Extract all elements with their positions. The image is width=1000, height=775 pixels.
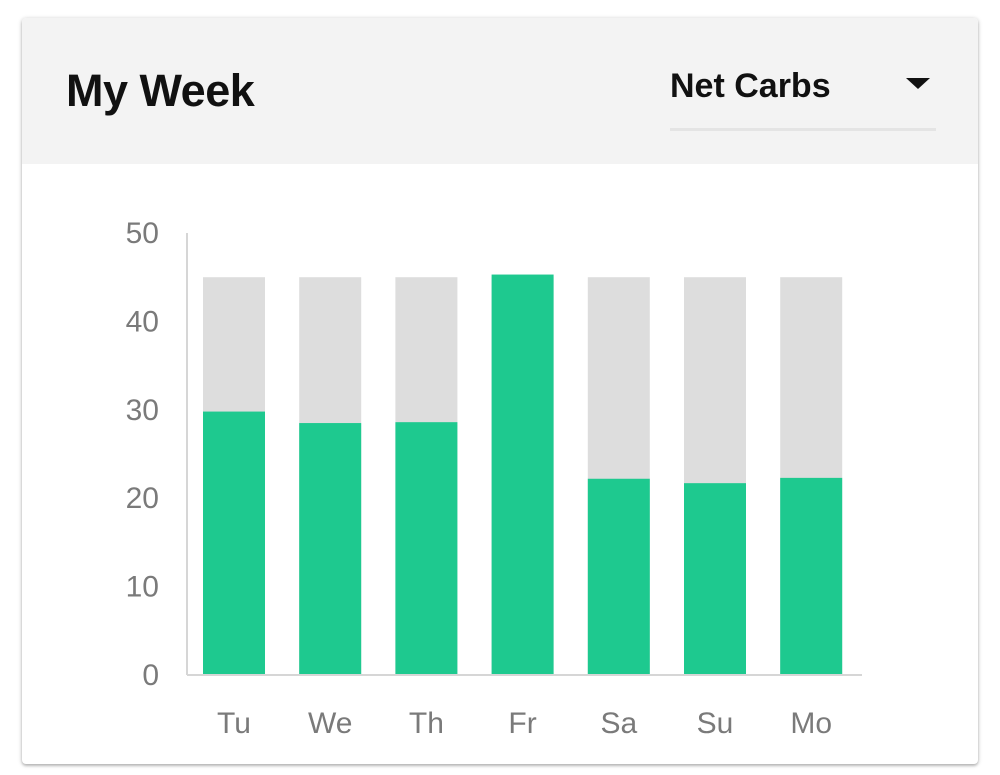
my-week-card: My Week Net Carbs 0 10 20 30 40 50 Tu We Th Fr Sa… <box>22 18 978 764</box>
x-tick-label: We <box>308 707 352 740</box>
metric-dropdown[interactable]: Net Carbs <box>670 58 936 132</box>
x-tick-label: Th <box>409 707 444 740</box>
card-title: My Week <box>66 65 255 116</box>
weekly-bar-chart: 0 10 20 30 40 50 Tu We Th Fr Sa Su Mo <box>126 217 862 740</box>
consumed-bar-sa <box>587 478 650 675</box>
y-tick-label: 50 <box>126 217 159 250</box>
x-tick-label: Sa <box>600 707 637 740</box>
axes-layer <box>186 233 862 676</box>
x-tick-label: Fr <box>508 707 536 740</box>
consumed-bar-su <box>684 483 746 675</box>
x-tick-labels: Tu We Th Fr Sa Su Mo <box>217 707 832 740</box>
consumed-bar-th <box>395 422 458 675</box>
consumed-bar-mo <box>780 477 843 675</box>
dropdown-arrow-icon <box>906 78 930 89</box>
y-tick-label: 10 <box>126 571 159 604</box>
x-tick-label: Tu <box>217 707 251 740</box>
y-tick-label: 0 <box>142 659 159 692</box>
dropdown-underline <box>670 128 936 131</box>
consumed-bar-fr <box>491 274 554 675</box>
consumed-bar-we <box>299 423 362 675</box>
bars-layer <box>203 274 843 675</box>
y-tick-labels: 0 10 20 30 40 50 <box>126 217 159 692</box>
card-header: My Week Net Carbs <box>22 18 978 164</box>
metric-dropdown-value: Net Carbs <box>670 67 831 105</box>
consumed-bar-tu <box>203 411 265 675</box>
y-tick-label: 40 <box>126 305 159 338</box>
y-tick-label: 20 <box>126 482 159 515</box>
x-tick-label: Mo <box>790 707 832 740</box>
chart-area: 0 10 20 30 40 50 Tu We Th Fr Sa Su Mo <box>22 164 978 764</box>
y-tick-label: 30 <box>126 394 159 427</box>
x-tick-label: Su <box>697 707 734 740</box>
